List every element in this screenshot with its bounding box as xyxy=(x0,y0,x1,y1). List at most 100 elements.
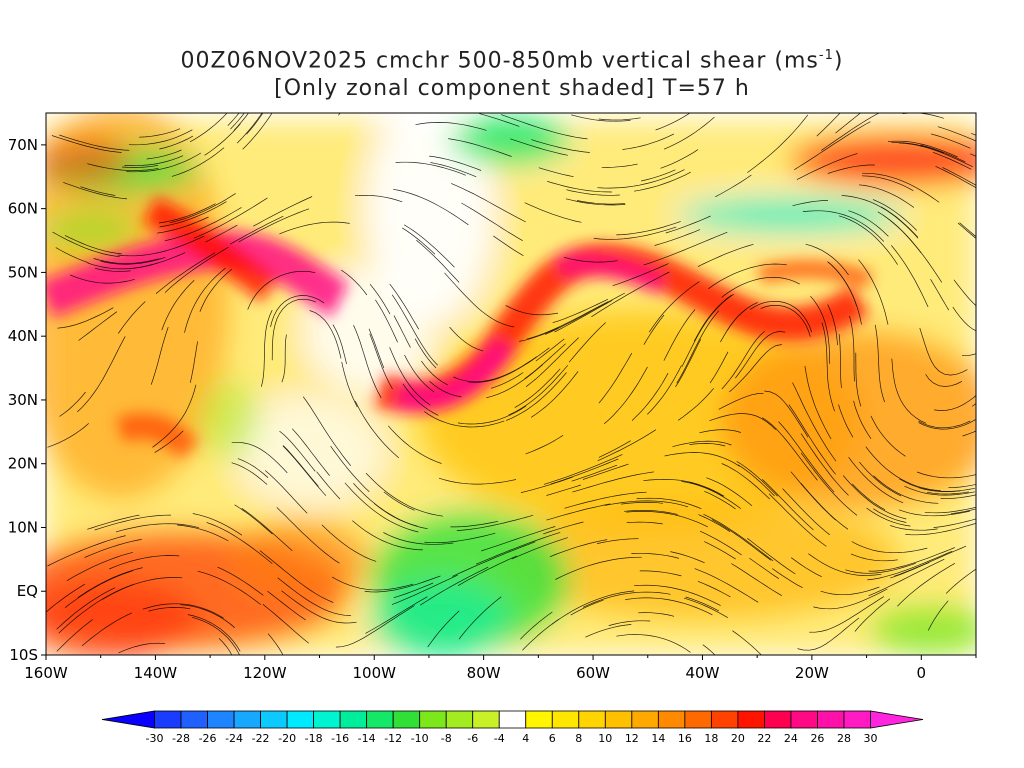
colorbar-swatch xyxy=(817,710,845,729)
streamline xyxy=(402,383,439,416)
streamline xyxy=(797,617,860,651)
streamline xyxy=(899,142,973,168)
colorbar-swatch xyxy=(631,710,659,729)
streamline xyxy=(597,169,685,189)
streamline xyxy=(808,553,882,576)
streamline xyxy=(490,372,524,389)
streamline xyxy=(859,461,902,497)
colorbar-label: -28 xyxy=(172,732,190,745)
streamline xyxy=(971,403,976,407)
streamline xyxy=(572,471,654,493)
streamline xyxy=(897,562,956,607)
streamline xyxy=(937,126,976,142)
streamline xyxy=(850,553,898,562)
colorbar-swatch xyxy=(657,710,686,729)
streamline xyxy=(855,352,862,407)
streamline xyxy=(231,462,268,485)
streamline xyxy=(170,193,236,223)
streamline xyxy=(816,113,841,137)
colorbar-label: 30 xyxy=(863,732,877,745)
streamline xyxy=(57,307,114,329)
colorbar-swatch xyxy=(445,710,474,729)
streamline xyxy=(526,301,609,340)
streamline xyxy=(643,314,665,345)
map-title-line1: 00Z06NOV2025 cmchr 500-850mb vertical sh… xyxy=(180,48,844,74)
streamline xyxy=(699,429,741,434)
lon-tick-label: 160W xyxy=(24,664,68,682)
streamline xyxy=(693,294,732,342)
streamline xyxy=(230,215,284,245)
streamline xyxy=(663,116,715,150)
streamline xyxy=(820,586,880,596)
streamline xyxy=(670,551,705,564)
streamline xyxy=(957,222,976,239)
streamline xyxy=(281,334,287,383)
streamline xyxy=(475,532,561,565)
colorbar-swatch xyxy=(392,710,421,729)
colorbar-label: -4 xyxy=(494,732,505,745)
streamline xyxy=(838,215,898,265)
streamline xyxy=(481,526,556,552)
streamline xyxy=(276,507,340,564)
streamline xyxy=(625,597,713,616)
streamline xyxy=(302,396,352,467)
streamline xyxy=(593,226,677,240)
streamline xyxy=(519,327,559,342)
colorbar-label: 22 xyxy=(757,732,771,745)
streamline xyxy=(389,347,431,406)
streamline xyxy=(702,644,716,655)
streamline xyxy=(47,423,89,448)
streamline xyxy=(842,475,907,520)
streamline xyxy=(904,485,976,496)
streamline xyxy=(218,637,233,655)
streamline xyxy=(80,186,116,196)
streamline xyxy=(51,135,122,153)
streamline xyxy=(277,577,351,616)
streamline xyxy=(227,113,240,126)
colorbar-label: 8 xyxy=(575,732,582,745)
streamline xyxy=(332,576,414,591)
streamline xyxy=(457,405,527,425)
streamline xyxy=(866,507,911,527)
lat-tick-label: 10N xyxy=(8,518,38,536)
streamline xyxy=(510,138,568,156)
streamline xyxy=(596,538,639,544)
streamline xyxy=(919,327,968,376)
colorbar-label: 6 xyxy=(549,732,556,745)
streamline xyxy=(683,597,728,619)
streamline xyxy=(764,390,809,438)
streamline xyxy=(950,508,976,515)
streamline xyxy=(800,452,858,516)
streamline xyxy=(711,519,772,561)
streamline xyxy=(681,294,734,367)
colorbar-label: -20 xyxy=(278,732,296,745)
streamline xyxy=(520,611,553,640)
streamline xyxy=(531,139,590,153)
streamline xyxy=(259,550,334,603)
colorbar-label: -8 xyxy=(441,732,452,745)
streamline xyxy=(424,411,505,428)
streamline xyxy=(638,612,675,617)
streamline xyxy=(565,198,626,206)
streamline xyxy=(365,596,428,634)
streamline xyxy=(93,258,159,264)
streamline xyxy=(341,361,358,408)
colorbar: -30 -28 -26 -24 -22 -20 -18 -16 -14 -12 -10 -8 -6 -4 4… xyxy=(101,710,924,745)
colorbar-label: -6 xyxy=(467,732,478,745)
streamline xyxy=(641,169,676,182)
streamline xyxy=(511,537,568,560)
streamline xyxy=(845,562,916,574)
streamline xyxy=(544,292,626,335)
streamline xyxy=(546,503,611,521)
colorbar-label: -12 xyxy=(384,732,402,745)
streamline xyxy=(721,276,800,298)
colorbar-swatch xyxy=(313,710,341,729)
colorbar-swatch xyxy=(604,710,633,729)
streamline xyxy=(838,404,854,438)
streamline xyxy=(704,541,736,560)
streamline xyxy=(597,429,657,462)
streamline xyxy=(639,570,682,577)
streamline xyxy=(231,441,288,474)
streamline xyxy=(800,433,849,496)
streamline xyxy=(525,435,564,455)
